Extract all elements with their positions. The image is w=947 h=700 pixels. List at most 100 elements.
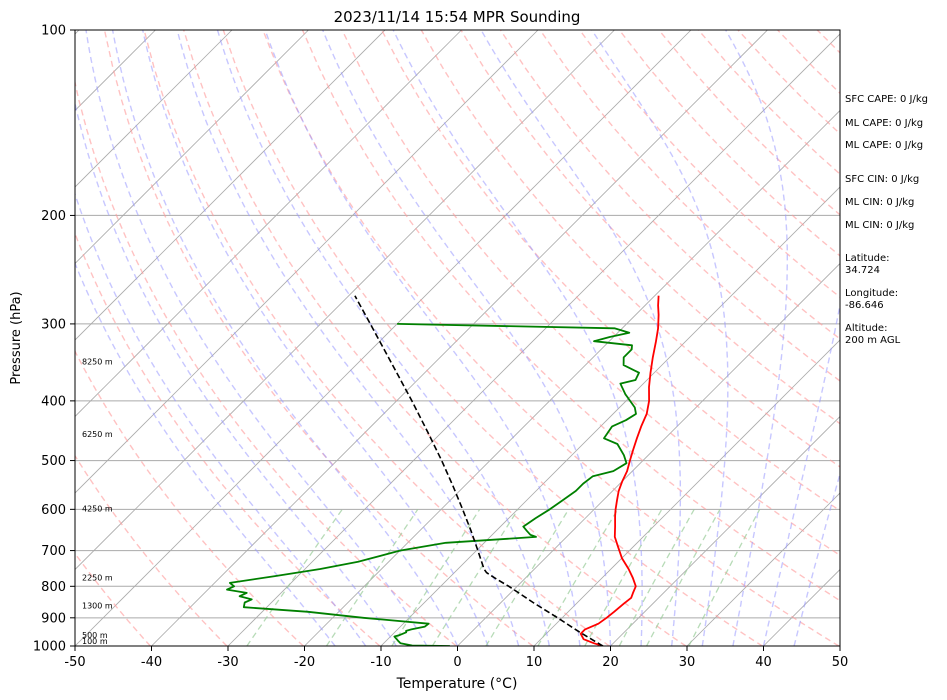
sounding-index-text: ML CIN: 0 J/kg xyxy=(845,197,914,208)
isotherm-line xyxy=(75,30,233,188)
isotherm-line xyxy=(686,492,840,646)
mixing-ratio-line xyxy=(646,508,721,646)
isotherm-line xyxy=(75,30,462,418)
moist-adiabat-line xyxy=(322,30,612,646)
x-tick-label: -20 xyxy=(294,655,315,670)
x-tick-label: 40 xyxy=(755,655,772,670)
dewpoint-line xyxy=(226,323,640,646)
height-label: 100 m xyxy=(82,637,108,646)
isotherm-line xyxy=(75,30,692,646)
isotherm-line xyxy=(75,30,539,494)
moist-adiabat-line xyxy=(176,30,520,646)
moist-adiabat-line xyxy=(75,100,397,646)
mixing-ratio-line xyxy=(391,508,481,646)
y-tick-label: 900 xyxy=(41,611,66,626)
y-tick-label: 100 xyxy=(41,24,66,39)
dry-adiabat-line xyxy=(381,30,840,512)
background-lines xyxy=(0,30,947,646)
x-tick-label: 30 xyxy=(679,655,696,670)
y-tick-label: 700 xyxy=(41,544,66,559)
y-tick-label: 600 xyxy=(41,503,66,518)
temperature-line xyxy=(579,295,660,646)
axis-ticks: -50 -40 -30 -20 -10 0 10 20 30 40 50 100 200 300 400 50… xyxy=(33,24,848,671)
y-axis-label: Pressure (hPa) xyxy=(9,291,24,384)
x-tick-label: 20 xyxy=(602,655,619,670)
moist-adiabat-line xyxy=(725,30,788,646)
dry-adiabat-line xyxy=(936,30,947,646)
isotherm-line xyxy=(380,186,840,646)
moist-adiabat-line xyxy=(142,30,489,646)
chart-title: 2023/11/14 15:54 MPR Sounding xyxy=(334,8,581,26)
moist-adiabat-line xyxy=(216,30,550,646)
isotherm-line xyxy=(227,33,840,646)
mixing-ratio-line xyxy=(618,508,695,646)
moist-adiabat-line xyxy=(85,30,428,646)
sounding-index-text: 34.724 xyxy=(845,265,880,276)
dry-adiabat-line xyxy=(222,30,763,646)
x-tick-label: 50 xyxy=(832,655,849,670)
isotherm-line xyxy=(75,30,386,341)
isotherm-line xyxy=(0,30,3,646)
moist-adiabat-line xyxy=(111,30,459,646)
isotherm-line xyxy=(533,339,840,646)
dry-adiabat-line xyxy=(75,454,228,646)
dry-adiabat-line xyxy=(579,30,840,298)
moist-adiabat-line xyxy=(392,30,643,646)
height-label: 4250 m xyxy=(82,505,113,514)
sounding-index-text: ML CIN: 0 J/kg xyxy=(845,220,914,231)
isotherm-line xyxy=(151,30,768,646)
x-tick-label: -30 xyxy=(217,655,238,670)
x-axis-label: Temperature (°C) xyxy=(396,676,518,692)
sounding-index-text: ML CAPE: 0 J/kg xyxy=(845,118,923,129)
moist-adiabat-line xyxy=(762,301,840,646)
moist-adiabat-line xyxy=(75,261,336,646)
y-tick-label: 200 xyxy=(41,209,66,224)
mixing-ratio-line xyxy=(688,508,761,646)
isotherm-line xyxy=(610,415,840,646)
sounding-index-text: 200 m AGL xyxy=(845,335,901,346)
x-tick-label: 0 xyxy=(453,655,461,670)
mixing-ratio-line xyxy=(485,508,570,646)
sounding-index-text: Longitude: xyxy=(845,288,898,299)
isotherm-line xyxy=(304,109,840,646)
height-label: 1300 m xyxy=(82,602,113,611)
dry-adiabat-line xyxy=(341,30,840,557)
sounding-index-text: ML CAPE: 0 J/kg xyxy=(845,140,923,151)
x-tick-label: -40 xyxy=(141,655,162,670)
y-tick-label: 1000 xyxy=(33,640,66,655)
mixing-ratio-line xyxy=(584,508,663,646)
sounding-index-text: Altitude: xyxy=(845,323,887,334)
x-tick-label: 10 xyxy=(526,655,543,670)
plot-frame xyxy=(74,29,841,647)
dry-adiabat-line xyxy=(75,79,457,646)
dry-adiabat-line xyxy=(262,30,840,646)
sounding-index-text: -86.646 xyxy=(845,300,884,311)
x-tick-label: -50 xyxy=(64,655,85,670)
moist-adiabat-line xyxy=(793,471,840,646)
sounding-index-text: SFC CIN: 0 J/kg xyxy=(845,174,919,185)
moist-adiabat-line xyxy=(591,30,729,646)
x-tick-label: -10 xyxy=(370,655,391,670)
height-label: 6250 m xyxy=(82,430,113,439)
moist-adiabat-line xyxy=(264,30,581,646)
sounding-index-text: Latitude: xyxy=(845,253,890,264)
sounding-indices: SFC CAPE: 0 J/kg ML CAPE: 0 J/kg ML CAPE: … xyxy=(845,94,928,346)
mixing-ratio-line xyxy=(325,508,419,646)
isotherm-line xyxy=(75,30,615,571)
mixing-ratio-line xyxy=(431,508,519,646)
height-label: 500 m xyxy=(82,631,108,640)
moist-adiabat-line xyxy=(480,30,682,646)
height-label: 8250 m xyxy=(82,357,113,366)
dry-adiabat-line xyxy=(75,349,304,646)
mixing-ratio-line xyxy=(537,508,619,646)
height-label: 2250 m xyxy=(82,574,113,583)
moist-adiabat-line xyxy=(75,191,367,646)
dry-adiabat-line xyxy=(103,30,534,646)
y-tick-label: 400 xyxy=(41,394,66,409)
parcel-path-line xyxy=(354,295,604,646)
sounding-traces xyxy=(226,295,660,646)
y-tick-label: 800 xyxy=(41,580,66,595)
y-tick-label: 500 xyxy=(41,454,66,469)
